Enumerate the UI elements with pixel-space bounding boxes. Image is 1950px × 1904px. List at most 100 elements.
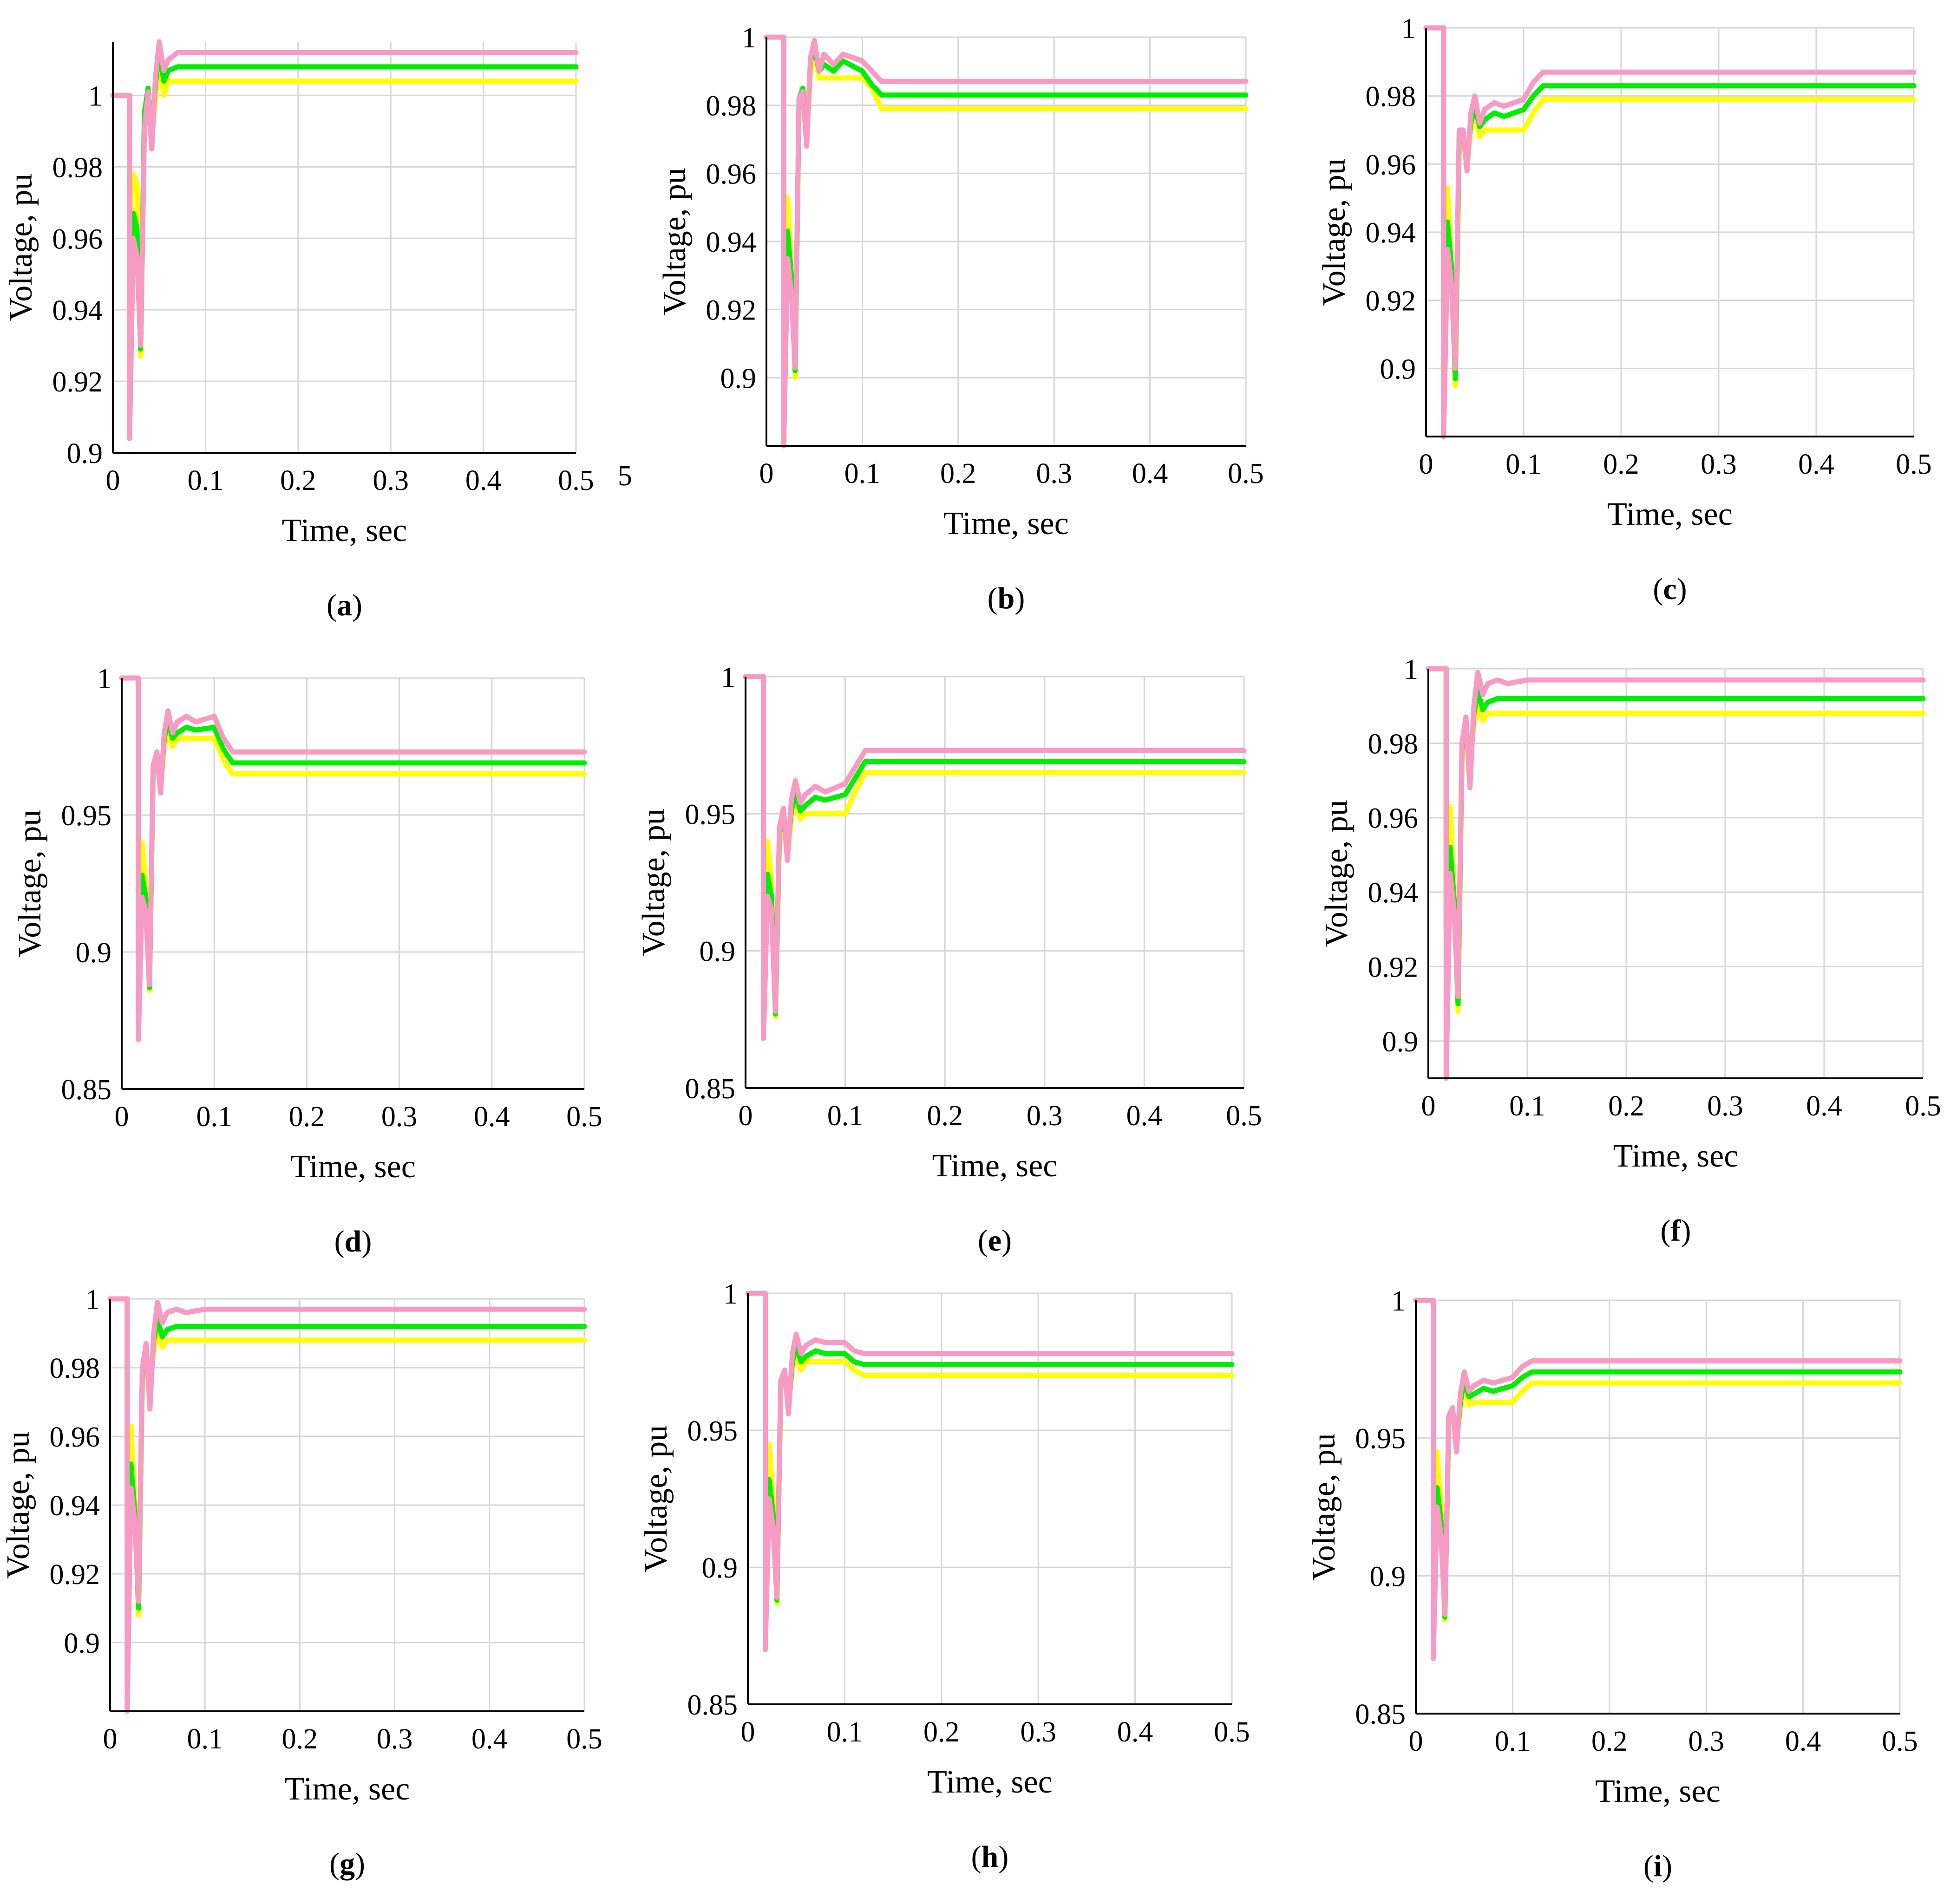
x-tick-label: 0.4 <box>1806 1090 1842 1122</box>
y-tick-label: 0.96 <box>50 1421 100 1453</box>
x-tick-label: 0.5 <box>558 465 594 496</box>
y-axis-label: Voltage, pu <box>638 1425 674 1573</box>
panel-caption: (g) <box>329 1847 365 1881</box>
x-tick-label: 0.5 <box>1214 1716 1250 1748</box>
y-axis-label: Voltage, pu <box>1316 158 1352 306</box>
x-tick-label: 0.1 <box>827 1716 863 1748</box>
x-axis-label: Time, sec <box>1607 496 1733 532</box>
y-tick-label: 0.98 <box>706 91 757 122</box>
chart-panel: 0 0.1 0.2 0.3 0.4 0.5 0.85 0.9 0.95 1 Time, sec Vol… <box>1306 1285 1918 1883</box>
y-tick-label: 0.94 <box>50 1490 100 1522</box>
y-tick-label: 1 <box>1391 1285 1406 1317</box>
y-tick-label: 1 <box>97 663 111 695</box>
y-tick-label: 0.9 <box>1380 353 1416 385</box>
y-tick-label: 0.85 <box>685 1073 736 1105</box>
y-tick-label: 0.9 <box>64 1628 100 1659</box>
x-tick-label: 0 <box>1421 1090 1436 1122</box>
series-line-pink <box>107 1296 587 1714</box>
y-tick-label: 0.95 <box>61 800 112 832</box>
x-tick-label: 0 <box>1409 1726 1423 1757</box>
y-tick-label: 0.9 <box>1382 1026 1419 1058</box>
x-tick-label: 0.1 <box>1505 449 1542 480</box>
chart-panel: 0 0.1 0.2 0.3 0.4 0.5 0.9 0.92 0.94 0.96 0.98 1 Time… <box>3 39 594 622</box>
y-tick-label: 0.98 <box>52 152 103 183</box>
x-tick-label: 0.2 <box>927 1100 963 1132</box>
series-line-pink <box>110 39 579 441</box>
x-tick-label: 0.3 <box>377 1723 413 1755</box>
y-axis-label: Voltage, pu <box>12 810 48 958</box>
chart-panel: 0 0.1 0.2 0.3 0.4 0.5 0.9 0.92 0.94 0.96 0.98 1 Time… <box>1316 13 1932 606</box>
series-line-pink <box>1423 25 1917 439</box>
x-tick-label: 0.5 <box>1905 1090 1941 1122</box>
y-tick-label: 0.85 <box>1355 1699 1406 1730</box>
y-tick-label: 0.94 <box>52 295 103 326</box>
x-tick-label: 0.1 <box>827 1100 864 1132</box>
stray-tick-label: 5 <box>618 460 632 492</box>
y-tick-label: 1 <box>723 1278 738 1310</box>
panel-caption: (i) <box>1643 1849 1672 1883</box>
x-tick-label: 0.4 <box>1785 1726 1821 1757</box>
x-axis-label: Time, sec <box>290 1149 416 1185</box>
y-tick-label: 0.94 <box>706 227 757 258</box>
y-tick-label: 0.94 <box>1368 877 1419 909</box>
x-tick-label: 0.3 <box>1027 1100 1063 1132</box>
x-tick-label: 0.4 <box>1126 1100 1163 1132</box>
x-tick-label: 0.3 <box>1688 1726 1724 1757</box>
y-tick-label: 0.96 <box>1366 149 1416 181</box>
x-tick-label: 0.3 <box>1707 1090 1743 1122</box>
y-tick-label: 0.98 <box>50 1353 100 1384</box>
x-tick-label: 0.5 <box>1882 1726 1918 1757</box>
y-axis-label: Voltage, pu <box>1319 800 1355 947</box>
panel-caption: (a) <box>327 588 362 622</box>
y-tick-label: 0.9 <box>700 936 736 968</box>
series-line-yellow <box>119 675 587 993</box>
x-tick-label: 0.2 <box>289 1101 325 1133</box>
x-tick-label: 0.1 <box>187 1723 223 1755</box>
y-axis-label: Voltage, pu <box>657 168 693 315</box>
y-tick-label: 1 <box>721 662 735 693</box>
y-axis-label: Voltage, pu <box>1306 1433 1342 1581</box>
x-tick-label: 0.4 <box>1798 449 1834 480</box>
chart-panel: 0 0.1 0.2 0.3 0.4 0.5 0.85 0.9 0.95 1 Time, sec Vol… <box>12 663 602 1258</box>
x-axis-label: Time, sec <box>282 513 407 548</box>
x-tick-label: 0.5 <box>566 1101 602 1133</box>
panel-caption: (c) <box>1653 572 1687 606</box>
panel-caption: (e) <box>978 1224 1012 1258</box>
x-tick-label: 0.4 <box>1117 1716 1153 1748</box>
x-axis-label: Time, sec <box>1613 1138 1739 1174</box>
chart-panel: 0 0.1 0.2 0.3 0.4 0.5 0.9 0.92 0.94 0.96 0.98 1 Time… <box>1319 654 1941 1248</box>
x-tick-label: 0.3 <box>1020 1716 1056 1748</box>
plot-area <box>122 678 584 1089</box>
x-tick-label: 0.1 <box>844 458 881 489</box>
y-tick-label: 0.9 <box>76 937 112 969</box>
x-axis-label: Time, sec <box>927 1764 1053 1800</box>
x-tick-label: 0 <box>103 1723 118 1755</box>
x-tick-label: 0.3 <box>381 1101 418 1133</box>
x-tick-label: 0 <box>106 465 120 496</box>
x-tick-label: 0.2 <box>1591 1726 1628 1757</box>
series-line-pink <box>119 675 587 1043</box>
y-tick-label: 0.9 <box>720 363 757 394</box>
y-tick-label: 0.92 <box>1366 286 1416 317</box>
y-tick-label: 1 <box>88 80 103 112</box>
x-tick-label: 0.1 <box>188 465 224 496</box>
panel-caption: (h) <box>971 1840 1009 1874</box>
x-tick-label: 0.1 <box>196 1101 232 1133</box>
x-axis-label: Time, sec <box>943 506 1069 541</box>
x-tick-label: 0.4 <box>471 1723 508 1755</box>
y-tick-label: 0.94 <box>1366 217 1416 249</box>
y-tick-label: 0.96 <box>706 158 757 190</box>
y-tick-label: 1 <box>1404 654 1418 685</box>
x-tick-label: 0 <box>739 1100 753 1132</box>
y-tick-label: 0.95 <box>1355 1423 1406 1455</box>
plot-area <box>113 42 576 453</box>
y-tick-label: 0.92 <box>1368 952 1419 983</box>
x-tick-label: 0 <box>1419 449 1433 480</box>
y-tick-label: 0.95 <box>685 799 736 830</box>
x-tick-label: 0.5 <box>1226 1100 1262 1132</box>
series-line-pink <box>1426 666 1926 1081</box>
series-line-pink <box>764 34 1249 449</box>
x-tick-label: 0.2 <box>1603 449 1639 480</box>
chart-panel: 0 0.1 0.2 0.3 0.4 0.5 0.9 0.92 0.94 0.96 0.98 1 Time… <box>657 22 1264 615</box>
y-axis-label: Voltage, pu <box>3 174 39 321</box>
